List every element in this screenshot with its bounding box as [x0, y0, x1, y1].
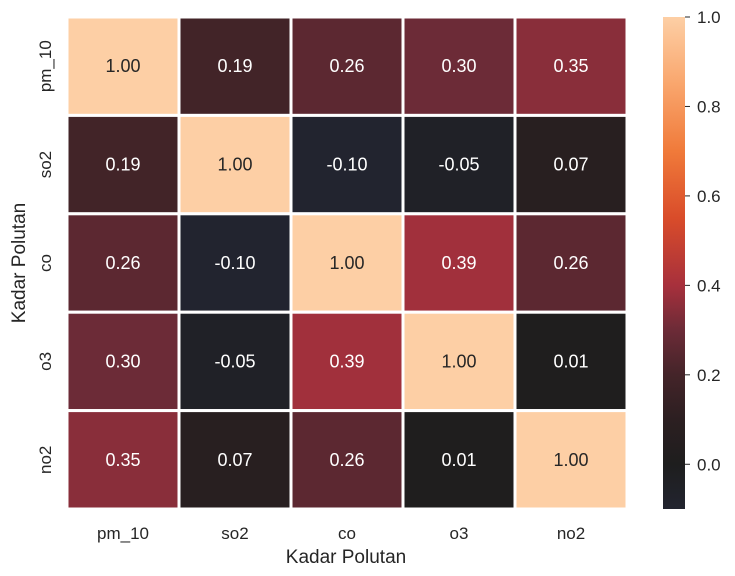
heatmap-cell [401, 212, 517, 314]
colorbar [663, 17, 685, 509]
x-tick-label: pm_10 [97, 524, 149, 543]
cell-value-label: 1.00 [553, 450, 588, 470]
heatmap-cell [289, 409, 405, 511]
x-axis-label: Kadar Polutan [286, 547, 406, 568]
heatmap-cell [177, 409, 293, 511]
cell-value-label: 0.19 [217, 56, 252, 76]
x-tick-label: o3 [450, 524, 469, 543]
colorbar-tick-label: 0.0 [697, 455, 721, 474]
cell-value-label: 0.30 [441, 56, 476, 76]
x-tick-label: so2 [221, 524, 248, 543]
cell-value-label: 0.30 [105, 351, 140, 371]
cell-value-label: 0.19 [105, 155, 140, 175]
heatmap-cell [177, 15, 293, 117]
x-tick-labels: pm_10 so2 co o3 no2 [97, 524, 585, 543]
cell-value-label: -0.05 [438, 155, 479, 175]
cell-value-label: 1.00 [329, 253, 364, 273]
cell-value-label: 0.39 [329, 351, 364, 371]
heatmap-cell [177, 310, 293, 413]
cell-value-label: 0.01 [441, 450, 476, 470]
colorbar-tick-label: 0.4 [697, 276, 721, 295]
y-tick-label: no2 [36, 446, 55, 474]
heatmap-cell [65, 409, 181, 511]
y-tick-label: co [36, 254, 55, 272]
y-tick-label: pm_10 [36, 40, 55, 92]
y-tick-label: so2 [36, 151, 55, 178]
colorbar-tick-label: 0.2 [697, 366, 721, 385]
cell-value-label: 0.26 [329, 56, 364, 76]
cell-value-label: 1.00 [441, 351, 476, 371]
colorbar-tick-label: 1.0 [697, 8, 721, 27]
y-tick-label: o3 [36, 352, 55, 371]
cell-value-label: 1.00 [217, 155, 252, 175]
colorbar-tick-label: 0.8 [697, 97, 721, 116]
cell-value-label: 0.01 [553, 351, 588, 371]
heatmap-cell [289, 113, 405, 216]
x-tick-label: no2 [557, 524, 585, 543]
x-tick-label: co [338, 524, 356, 543]
cell-value-label: 0.26 [553, 253, 588, 273]
cell-value-label: 0.07 [217, 450, 252, 470]
cell-value-label: -0.10 [214, 253, 255, 273]
colorbar-ticks: 0.0 0.2 0.4 0.6 0.8 1.0 [685, 8, 721, 474]
colorbar-tick-label: 0.6 [697, 187, 721, 206]
cell-value-label: 0.35 [553, 56, 588, 76]
cell-value-label: 0.26 [105, 253, 140, 273]
cell-value-label: 0.35 [105, 450, 140, 470]
heatmap-cell [65, 310, 181, 413]
heatmap-cell [65, 15, 181, 117]
heatmap-cell [65, 113, 181, 216]
cell-value-label: -0.05 [214, 351, 255, 371]
heatmap-cell [289, 310, 405, 413]
heatmap-cell [513, 310, 629, 413]
heatmap-cells: 1.00 0.19 0.26 0.30 0.35 0.19 1.00 -0.10 -0.05 0.… [65, 15, 629, 511]
heatmap-cell [513, 113, 629, 216]
y-tick-labels: pm_10 so2 co o3 no2 [36, 40, 55, 474]
heatmap-cell [177, 212, 293, 314]
cell-value-label: 0.26 [329, 450, 364, 470]
cell-value-label: 0.07 [553, 155, 588, 175]
heatmap-cell [401, 310, 517, 413]
y-axis-label: Kadar Polutan [9, 203, 30, 323]
cell-value-label: 1.00 [105, 56, 140, 76]
heatmap-cell [513, 409, 629, 511]
cell-value-label: -0.10 [326, 155, 367, 175]
cell-value-label: 0.39 [441, 253, 476, 273]
